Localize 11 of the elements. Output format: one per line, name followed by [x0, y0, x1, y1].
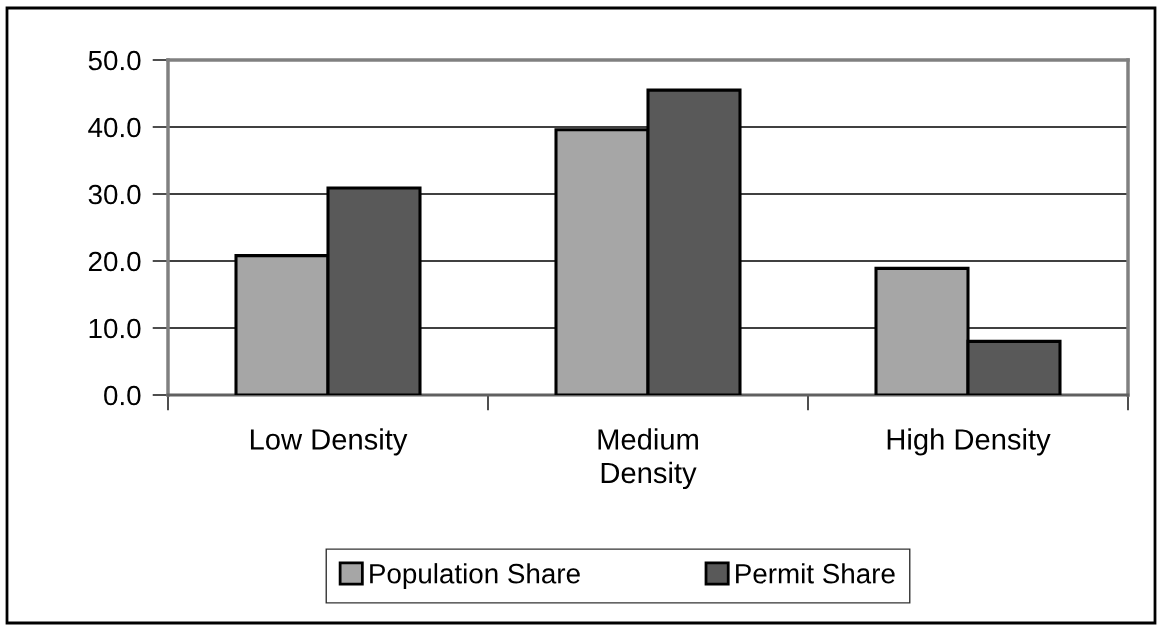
y-tick-label: 50.0 — [88, 50, 141, 71]
y-tick-label: 10.0 — [89, 318, 141, 339]
legend-label: Permit Share — [736, 563, 895, 584]
legend-label: Population Share — [370, 563, 580, 590]
x-tick-label: Medium Density — [598, 428, 698, 490]
y-tick-label: 0.0 — [104, 385, 141, 406]
y-tick-label: 30.0 — [88, 184, 141, 205]
y-tick-label: 20.0 — [88, 251, 141, 272]
y-tick-label: 40.0 — [88, 117, 141, 138]
x-tick-label: Low Density — [250, 428, 408, 456]
x-tick-label: High Density — [887, 428, 1051, 456]
